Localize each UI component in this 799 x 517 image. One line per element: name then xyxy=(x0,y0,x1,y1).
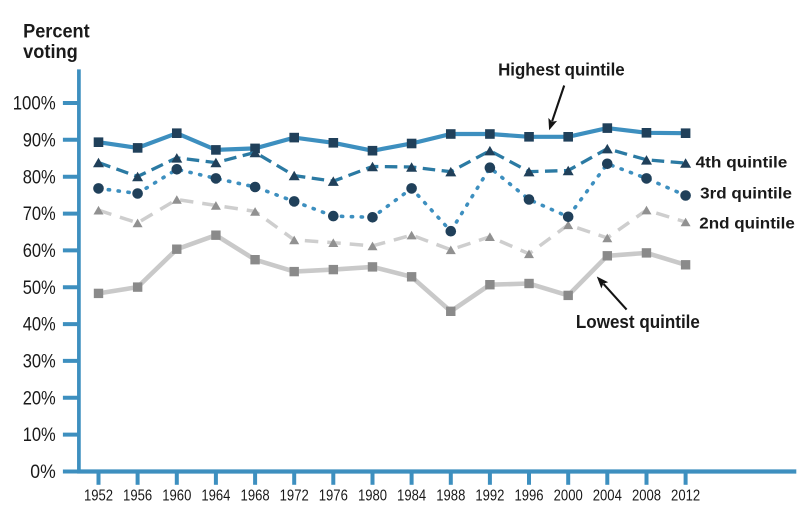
svg-text:1972: 1972 xyxy=(280,487,309,504)
svg-text:Lowest quintile: Lowest quintile xyxy=(576,311,700,332)
svg-text:100%: 100% xyxy=(13,94,56,115)
svg-text:1956: 1956 xyxy=(123,487,152,504)
svg-text:1984: 1984 xyxy=(397,487,426,504)
svg-text:50%: 50% xyxy=(23,278,56,299)
svg-text:2012: 2012 xyxy=(671,487,700,504)
svg-text:1964: 1964 xyxy=(201,487,230,504)
svg-text:10%: 10% xyxy=(23,425,56,446)
svg-text:4th quintile: 4th quintile xyxy=(696,154,788,171)
svg-text:Percent: Percent xyxy=(23,20,90,42)
svg-text:90%: 90% xyxy=(23,130,56,151)
svg-text:30%: 30% xyxy=(23,352,56,373)
svg-text:2004: 2004 xyxy=(593,487,622,504)
svg-text:40%: 40% xyxy=(23,315,56,336)
svg-text:1976: 1976 xyxy=(319,487,348,504)
svg-text:60%: 60% xyxy=(23,241,56,262)
svg-text:1992: 1992 xyxy=(475,487,504,504)
svg-text:80%: 80% xyxy=(23,167,56,188)
svg-text:2008: 2008 xyxy=(632,487,661,504)
svg-text:3rd quintile: 3rd quintile xyxy=(700,185,792,202)
svg-text:1996: 1996 xyxy=(514,487,543,504)
svg-text:70%: 70% xyxy=(23,204,56,225)
svg-text:20%: 20% xyxy=(23,388,56,409)
svg-text:1980: 1980 xyxy=(358,487,387,504)
svg-text:2000: 2000 xyxy=(554,487,583,504)
svg-text:1960: 1960 xyxy=(162,487,191,504)
svg-text:0%: 0% xyxy=(30,462,55,483)
svg-text:1952: 1952 xyxy=(84,487,113,504)
svg-text:1988: 1988 xyxy=(436,487,465,504)
svg-text:voting: voting xyxy=(23,41,78,63)
svg-text:1968: 1968 xyxy=(241,487,270,504)
svg-text:2nd quintile: 2nd quintile xyxy=(699,216,795,233)
svg-text:Highest quintile: Highest quintile xyxy=(498,59,625,79)
